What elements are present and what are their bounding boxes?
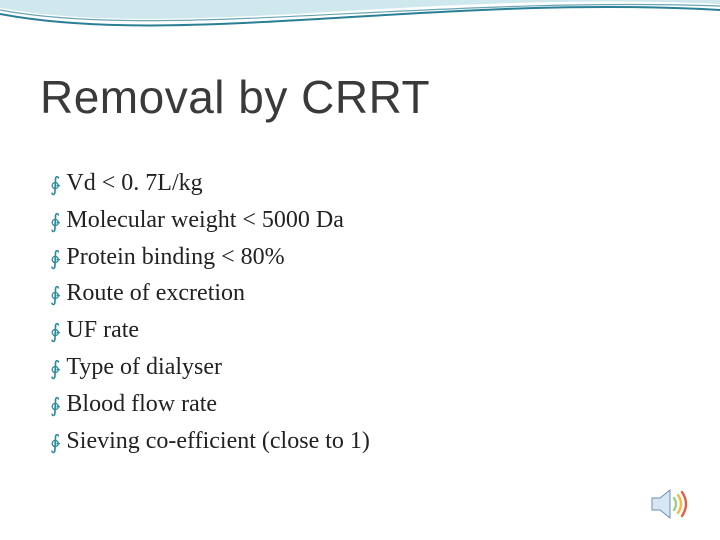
bullet-item: ∳Blood flow rate [50,387,680,422]
slide-content: Removal by CRRT ∳Vd < 0. 7L/kg∳Molecular… [40,70,680,460]
bullet-text: Blood flow rate [66,387,217,422]
bullet-glyph-icon: ∳ [50,355,60,384]
bullet-text: Protein binding < 80% [66,240,284,275]
swoosh-inner [0,0,720,19]
top-swoosh-decoration [0,0,720,60]
bullet-list: ∳Vd < 0. 7L/kg∳Molecular weight < 5000 D… [40,166,680,458]
bullet-glyph-icon: ∳ [50,281,60,310]
bullet-item: ∳Type of dialyser [50,350,680,385]
speaker-icon [648,486,692,522]
bullet-item: ∳Vd < 0. 7L/kg [50,166,680,201]
bullet-text: UF rate [66,313,139,348]
bullet-item: ∳UF rate [50,313,680,348]
bullet-item: ∳Protein binding < 80% [50,240,680,275]
bullet-text: Sieving co-efficient (close to 1) [66,424,369,459]
bullet-glyph-icon: ∳ [50,245,60,274]
bullet-item: ∳Sieving co-efficient (close to 1) [50,424,680,459]
bullet-text: Vd < 0. 7L/kg [66,166,202,201]
swoosh-outer-line-2 [0,4,720,20]
swoosh-outer-line [0,7,720,26]
bullet-text: Type of dialyser [66,350,222,385]
bullet-text: Route of excretion [66,276,245,311]
sound-wave-3 [682,492,686,516]
bullet-glyph-icon: ∳ [50,318,60,347]
sound-wave-2 [678,495,681,513]
bullet-text: Molecular weight < 5000 Da [66,203,343,238]
bullet-glyph-icon: ∳ [50,171,60,200]
slide-title: Removal by CRRT [40,70,680,124]
bullet-glyph-icon: ∳ [50,392,60,421]
speaker-cone [652,490,670,518]
sound-wave-1 [674,498,676,510]
bullet-glyph-icon: ∳ [50,208,60,237]
bullet-item: ∳Molecular weight < 5000 Da [50,203,680,238]
bullet-item: ∳Route of excretion [50,276,680,311]
bullet-glyph-icon: ∳ [50,429,60,458]
